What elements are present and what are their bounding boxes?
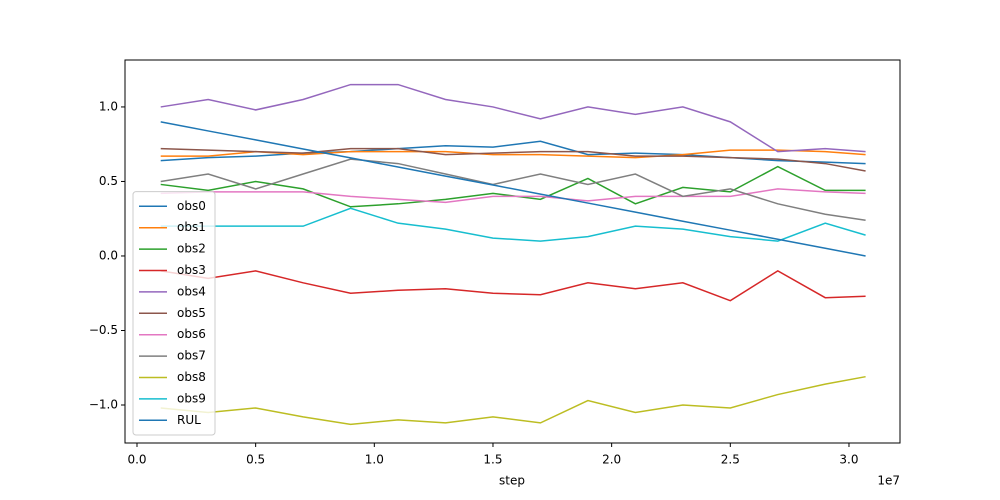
- x-tick-label: 1.5: [483, 453, 502, 467]
- y-tick-label: 0.5: [99, 174, 118, 188]
- series-line: [160, 121, 866, 257]
- y-tick-label: −0.5: [89, 323, 118, 337]
- x-tick-label: 0.0: [127, 453, 146, 467]
- x-tick-label: 2.0: [602, 453, 621, 467]
- plot-frame: [124, 59, 901, 444]
- legend-box: [132, 191, 216, 436]
- legend-label: obs0: [177, 199, 206, 213]
- y-tick-label: 1.0: [99, 99, 118, 113]
- series-line: [160, 83, 866, 153]
- series-line: [160, 207, 866, 242]
- series-line: [160, 188, 866, 204]
- x-offset-label: 1e7: [877, 474, 900, 488]
- legend-label: RUL: [177, 413, 201, 427]
- x-tick-label: 3.0: [839, 453, 858, 467]
- legend-label: obs8: [177, 370, 206, 384]
- series-line: [160, 269, 866, 302]
- x-tick-label: 0.5: [246, 453, 265, 467]
- legend-label: obs9: [177, 391, 206, 405]
- x-axis-label: step: [499, 474, 525, 488]
- legend-label: obs2: [177, 242, 206, 256]
- x-tick-label: 1.0: [365, 453, 384, 467]
- legend-label: obs3: [177, 263, 206, 277]
- x-tick-label: 2.5: [721, 453, 740, 467]
- series-line: [160, 158, 866, 221]
- legend-label: obs7: [177, 349, 206, 363]
- legend-label: obs1: [177, 220, 206, 234]
- series-line: [160, 147, 866, 172]
- legend-label: obs6: [177, 327, 206, 341]
- series-line: [160, 375, 866, 426]
- legend-label: obs4: [177, 284, 206, 298]
- legend-label: obs5: [177, 306, 206, 320]
- y-tick-label: −1.0: [89, 397, 118, 411]
- y-tick-label: 0.0: [99, 248, 118, 262]
